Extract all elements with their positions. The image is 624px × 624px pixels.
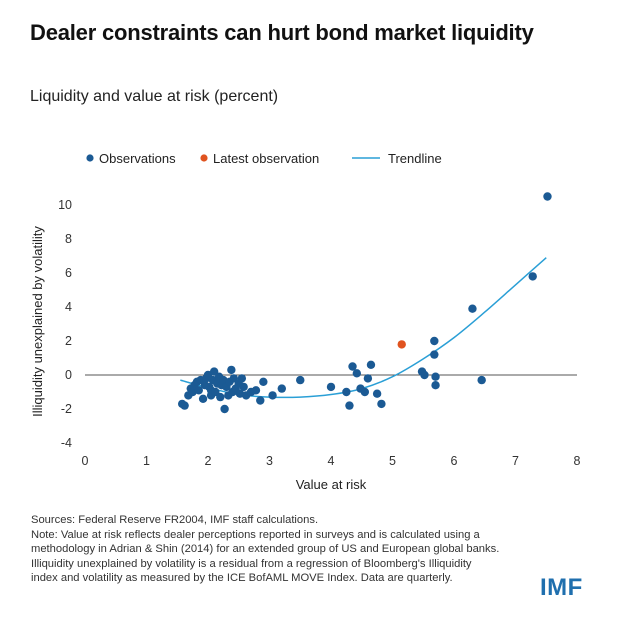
scatter-chart: Observations Latest observation Trendline … <box>30 151 581 492</box>
observation-point <box>198 394 208 403</box>
observation-point <box>345 401 354 410</box>
observation-point <box>237 374 247 383</box>
y-tick-label: -4 <box>61 436 72 450</box>
x-tick-label: 5 <box>389 454 396 468</box>
x-tick-label: 6 <box>451 454 458 468</box>
legend-label-1: Latest observation <box>213 151 319 166</box>
y-tick-label: 4 <box>65 300 72 314</box>
observation-point <box>342 387 351 397</box>
observation-point <box>251 386 261 395</box>
observation-point <box>296 375 305 385</box>
x-tick-label: 1 <box>143 454 150 468</box>
axes: 0 1 2 3 4 5 6 7 8 -4 -2 0 2 4 6 8 10 Value at risk Illiqui… <box>30 198 581 492</box>
observation-point <box>194 386 203 395</box>
observation-point <box>430 350 439 359</box>
x-tick-label: 7 <box>512 454 519 468</box>
observation-point <box>477 375 486 385</box>
observation-point <box>348 362 357 371</box>
observation-point <box>227 365 236 375</box>
latest-observation-point <box>397 340 406 349</box>
observation-point <box>180 401 189 410</box>
x-tick-label: 3 <box>266 454 273 468</box>
y-tick-label: 10 <box>58 198 72 212</box>
source-notes: Sources: Federal Reserve FR2004, IMF sta… <box>31 513 501 586</box>
observation-point <box>220 404 229 414</box>
observation-point <box>366 360 376 369</box>
observation-point <box>268 391 277 400</box>
observation-point <box>256 396 265 405</box>
observation-point <box>528 272 537 281</box>
observation-point <box>372 389 382 398</box>
observation-point <box>239 382 248 392</box>
data-points <box>177 192 552 414</box>
observation-point <box>377 399 386 409</box>
observation-point <box>277 384 286 393</box>
y-tick-label: 0 <box>65 368 72 382</box>
note-text: Note: Value at risk reflects dealer perc… <box>31 528 500 585</box>
legend: Observations Latest observation Trendline <box>86 151 442 166</box>
observation-point <box>420 370 429 380</box>
x-axis-label: Value at risk <box>296 477 367 492</box>
legend-marker-1 <box>200 154 208 162</box>
observation-point <box>352 369 362 378</box>
observation-point <box>431 372 440 381</box>
chart-area: Observations Latest observation Trendline … <box>0 140 624 500</box>
y-axis-label: Illiquidity unexplained by volatility <box>30 226 45 417</box>
observation-point <box>468 304 477 313</box>
observation-point <box>431 381 440 390</box>
y-tick-label: -2 <box>61 402 72 416</box>
observation-point <box>360 387 370 397</box>
observation-point <box>543 192 552 201</box>
x-tick-label: 0 <box>82 454 89 468</box>
y-tick-label: 8 <box>65 232 72 246</box>
legend-label-2: Trendline <box>388 151 442 166</box>
x-tick-label: 4 <box>328 454 335 468</box>
observation-point <box>363 374 373 383</box>
y-tick-label: 2 <box>65 334 72 348</box>
observation-point <box>430 336 439 346</box>
sources-text: Sources: Federal Reserve FR2004, IMF sta… <box>31 514 319 526</box>
y-tick-label: 6 <box>65 266 72 280</box>
observation-point <box>216 392 225 402</box>
legend-marker-0 <box>86 154 94 162</box>
imf-logo: IMF <box>540 574 583 601</box>
x-tick-label: 8 <box>574 454 581 468</box>
chart-subtitle: Liquidity and value at risk (percent) <box>30 88 279 105</box>
chart-title: Dealer constraints can hurt bond market … <box>30 20 534 45</box>
observation-point <box>326 382 336 392</box>
observation-point <box>259 377 268 386</box>
legend-label-0: Observations <box>99 151 176 166</box>
x-tick-label: 2 <box>205 454 212 468</box>
